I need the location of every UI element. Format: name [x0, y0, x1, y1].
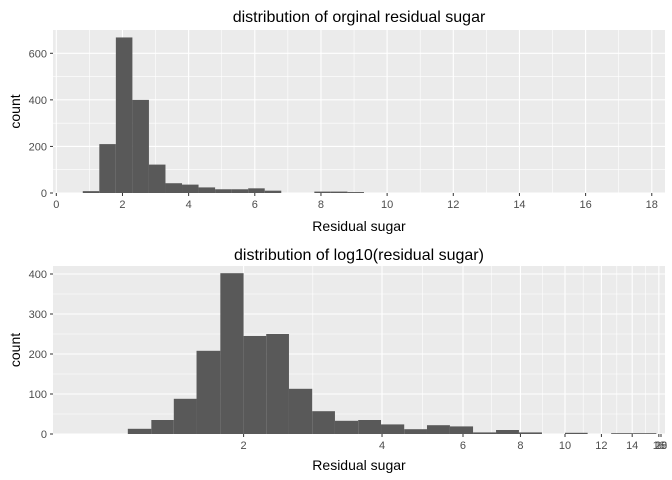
y-tick-label: 100 [29, 389, 47, 401]
histogram-bar [426, 425, 450, 434]
histogram-bar [473, 432, 497, 434]
histogram-bar [404, 429, 427, 434]
histogram-bar [314, 191, 331, 193]
y-tick-label: 200 [29, 141, 47, 153]
histogram-bar [449, 426, 474, 434]
chart-1: 0 200 400 600 0 2 4 6 8 10 12 14 16 18 distribution of… [7, 9, 665, 234]
x-tick-label: 12 [595, 440, 607, 452]
histogram-bar [132, 99, 149, 193]
histogram-bar [198, 187, 216, 193]
histogram-bar [165, 183, 183, 193]
x-axis-title: Residual sugar [312, 218, 406, 234]
y-axis-title: count [7, 94, 23, 128]
y-tick-label: 200 [29, 349, 47, 361]
x-tick-label: 10 [381, 199, 393, 211]
histogram-bar [243, 336, 267, 434]
histogram-bar [358, 420, 382, 434]
histogram-bar [564, 432, 588, 434]
histogram-bar [633, 433, 657, 434]
x-tick-label: 2 [119, 199, 125, 211]
y-tick-label: 400 [29, 269, 47, 281]
y-tick-label: 0 [41, 429, 47, 441]
x-tick-label: 10 [559, 440, 571, 452]
histogram-bar [196, 350, 221, 434]
histogram-bar [496, 430, 519, 434]
histogram-bar [334, 420, 359, 434]
histogram-bar [288, 388, 313, 434]
histogram-bar [266, 334, 289, 434]
x-tick-label: 18 [655, 440, 667, 452]
histogram-bar [99, 144, 116, 193]
x-tick-label: 4 [186, 199, 192, 211]
x-tick-label: 16 [579, 199, 591, 211]
histogram-bar [173, 398, 197, 434]
plot-panel [53, 266, 665, 434]
y-tick-label: 300 [29, 309, 47, 321]
x-tick-label: 18 [646, 199, 658, 211]
histogram-bar [264, 190, 282, 193]
x-axis-title: Residual sugar [312, 457, 406, 473]
chart-title: distribution of orginal residual sugar [233, 9, 486, 26]
histogram-bar [215, 189, 232, 193]
y-tick-label: 0 [41, 188, 47, 200]
histogram-bar [182, 184, 199, 193]
histogram-bar [312, 411, 335, 434]
histogram-bar [115, 37, 133, 193]
x-tick-label: 2 [241, 440, 247, 452]
x-tick-label: 12 [447, 199, 459, 211]
histogram-bar [347, 192, 364, 193]
x-tick-label: 20 [655, 440, 667, 452]
histogram-bar [330, 191, 348, 193]
histogram-bar [127, 428, 152, 434]
histogram-bar [82, 191, 100, 193]
x-tick-label: 6 [460, 440, 466, 452]
histogram-bar [151, 420, 174, 434]
y-tick-label: 400 [29, 95, 47, 107]
x-tick-label: 8 [318, 199, 324, 211]
histogram-bar [248, 188, 265, 193]
histogram-bar [220, 273, 244, 434]
x-tick-label: 14 [626, 440, 638, 452]
histogram-bar [148, 164, 166, 193]
histogram-bar [518, 432, 542, 434]
x-tick-label: 6 [252, 199, 258, 211]
x-tick-label: 16 [653, 440, 665, 452]
y-tick-label: 600 [29, 48, 47, 60]
histogram-bar [611, 433, 634, 434]
histogram-bar [381, 424, 405, 434]
x-tick-label: 14 [513, 199, 525, 211]
y-axis-title: count [7, 333, 23, 367]
x-tick-label: 8 [517, 440, 523, 452]
x-tick-label: 0 [53, 199, 59, 211]
chart-title: distribution of log10(residual sugar) [234, 247, 484, 264]
histogram-bar [231, 189, 249, 193]
x-tick-label: 4 [379, 440, 385, 452]
